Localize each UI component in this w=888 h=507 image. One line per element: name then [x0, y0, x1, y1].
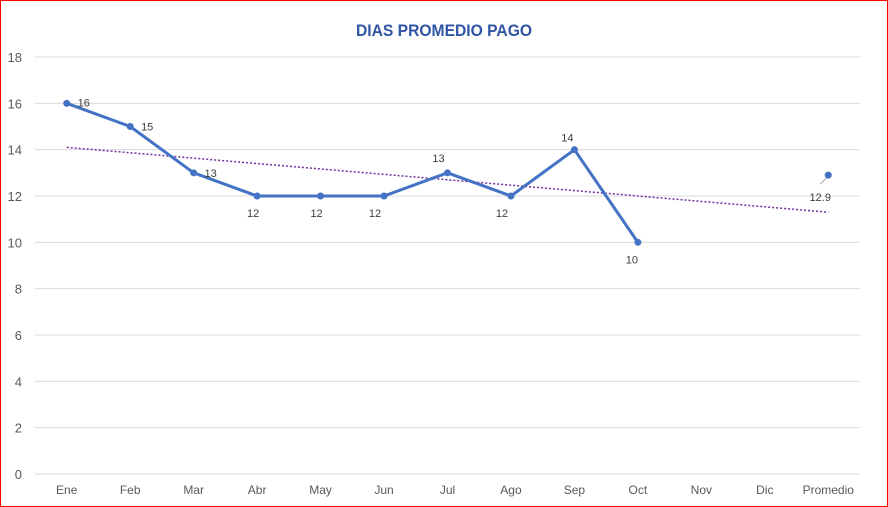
- leader-line: [819, 177, 827, 185]
- trendline-layer: [66, 146, 829, 213]
- y-tick-label: 0: [15, 467, 22, 482]
- data-label: 14: [561, 133, 573, 145]
- trendline: [66, 146, 829, 213]
- x-tick-label: Ago: [500, 483, 522, 497]
- x-tick-label: Feb: [120, 483, 141, 497]
- y-tick-label: 12: [8, 189, 22, 204]
- data-label: 12: [496, 208, 508, 220]
- x-tick-label: Ene: [56, 483, 78, 497]
- data-point: [63, 99, 71, 107]
- data-label: 12: [310, 208, 322, 220]
- data-point: [634, 238, 642, 246]
- data-label: 15: [141, 122, 153, 134]
- x-tick-label: Abr: [248, 483, 267, 497]
- x-tick-label: May: [309, 483, 332, 497]
- data-label: 12.9: [810, 192, 831, 204]
- data-point: [126, 123, 134, 130]
- series-layer: [63, 99, 832, 246]
- y-tick-label: 18: [8, 50, 22, 65]
- data-label: 16: [78, 97, 90, 109]
- x-tick-label: Nov: [691, 483, 712, 497]
- data-label: 10: [626, 254, 638, 266]
- x-tick-label: Dic: [756, 483, 773, 497]
- y-tick-label: 6: [15, 328, 22, 343]
- series-line: [66, 101, 640, 244]
- chart-title: DIAS PROMEDIO PAGO: [355, 21, 533, 40]
- y-tick-label: 8: [15, 282, 22, 297]
- y-tick-label: 10: [8, 235, 22, 250]
- data-point: [380, 192, 388, 200]
- data-point: [317, 192, 325, 200]
- data-point: [444, 169, 451, 177]
- x-axis-ticks: Ene Feb Mar Abr May Jun Jul Ago Sep Oct Nov Dic Prom…: [56, 483, 854, 497]
- data-point: [824, 171, 832, 179]
- y-tick-label: 16: [8, 96, 22, 111]
- y-tick-label: 2: [15, 421, 22, 436]
- data-label: 13: [205, 168, 217, 180]
- y-tick-label: 14: [8, 143, 22, 158]
- x-tick-label: Jun: [374, 483, 393, 497]
- data-point: [253, 192, 261, 200]
- x-tick-label: Sep: [564, 483, 586, 497]
- x-tick-label: Jul: [440, 483, 455, 497]
- data-point: [507, 192, 515, 200]
- x-tick-label: Mar: [183, 483, 204, 497]
- x-tick-label: Promedio: [803, 483, 855, 497]
- data-label: 12: [369, 208, 381, 220]
- data-labels: 16 15 13 12 12 12 13 12 14 10 12.9: [78, 97, 831, 266]
- data-point: [190, 169, 198, 177]
- x-tick-label: Oct: [629, 483, 648, 497]
- y-tick-label: 4: [15, 374, 22, 389]
- data-label: 12: [247, 208, 259, 220]
- y-axis-ticks: 0 2 4 6 8 10 12 14 16 18: [8, 50, 22, 482]
- data-label: 13: [432, 153, 444, 165]
- gridlines: [35, 56, 860, 475]
- data-point: [570, 146, 578, 154]
